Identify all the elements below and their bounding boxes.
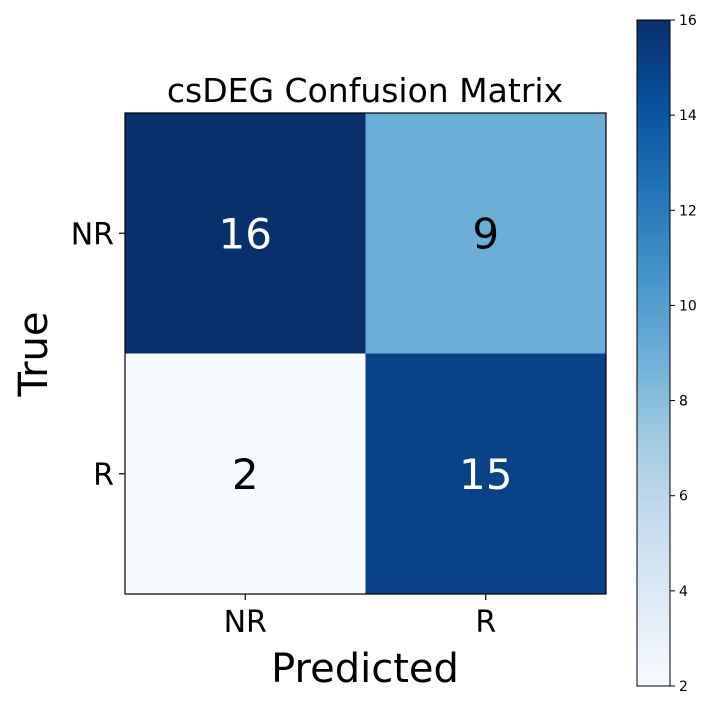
y-tick-label: NR xyxy=(71,217,114,252)
cell-value-label: 15 xyxy=(459,450,512,499)
x-axis-ticks: NR R xyxy=(224,594,496,640)
cell-value-label: 16 xyxy=(219,209,272,258)
cell-value-label: 9 xyxy=(472,209,499,258)
x-tick-label: NR xyxy=(224,605,267,640)
matrix-cell xyxy=(125,353,366,594)
cell-value-label: 2 xyxy=(232,450,259,499)
matrix-cells: 16 9 2 15 xyxy=(125,113,606,594)
colorbar-tick-label: 14 xyxy=(679,108,697,124)
colorbar xyxy=(636,19,671,687)
y-axis-label: True xyxy=(11,312,57,398)
x-axis-label: Predicted xyxy=(271,646,459,692)
matrix-cell xyxy=(125,113,366,354)
chart-title: csDEG Confusion Matrix xyxy=(167,71,563,110)
matrix-cell xyxy=(365,113,606,354)
colorbar-tick-label: 8 xyxy=(679,394,688,410)
colorbar-tick-label: 4 xyxy=(679,584,688,600)
colorbar-ticks: 2 4 6 8 10 12 14 16 xyxy=(670,13,697,695)
y-tick-label: R xyxy=(93,458,114,493)
plot-frame xyxy=(124,112,607,595)
colorbar-tick-label: 12 xyxy=(679,203,697,219)
x-tick-label: R xyxy=(475,605,496,640)
colorbar-tick-label: 2 xyxy=(679,679,688,695)
colorbar-tick-label: 6 xyxy=(679,489,688,505)
colorbar-tick-label: 10 xyxy=(679,298,697,314)
matrix-cell xyxy=(365,353,606,594)
colorbar-tick-label: 16 xyxy=(679,13,697,29)
y-axis-ticks: NR R xyxy=(71,217,125,493)
